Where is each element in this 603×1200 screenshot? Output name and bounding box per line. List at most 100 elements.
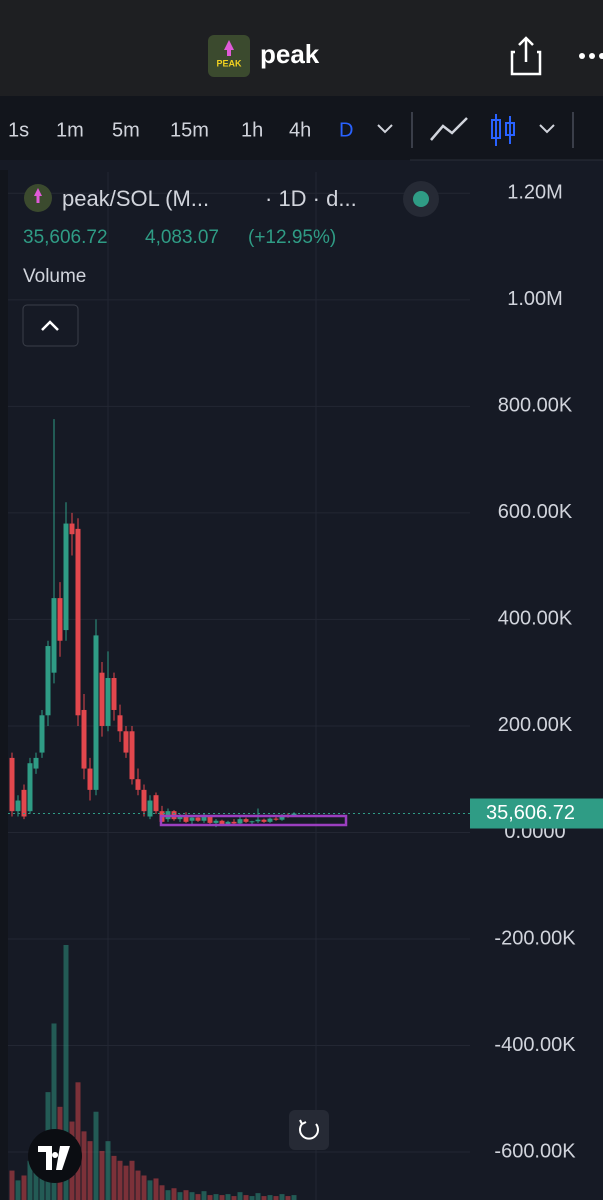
candle-body [147, 800, 153, 817]
candle-body [15, 800, 21, 812]
volume-bar [63, 945, 69, 1200]
volume-bar [231, 1196, 237, 1200]
volume-bar [147, 1180, 153, 1200]
candle-body [219, 820, 225, 826]
y-tick-label: 800.00K [498, 395, 573, 417]
candle-body [63, 523, 69, 631]
last-price-tag [470, 798, 603, 829]
legend-symbol: peak/SOL (M... [62, 186, 209, 211]
candle-body [135, 779, 141, 790]
timeframe[interactable]: D [339, 119, 353, 141]
y-tick-label: -200.00K [494, 927, 576, 949]
volume-bar [195, 1194, 201, 1200]
legend-change-pct: (+12.95%) [248, 227, 336, 248]
volume-bar [237, 1192, 243, 1200]
volume-bar [9, 1170, 15, 1200]
y-tick-label: 1.00M [507, 288, 563, 310]
volume-bar [279, 1194, 285, 1200]
timeframe[interactable]: 5m [112, 119, 140, 141]
volume-bar [201, 1191, 207, 1200]
candle-body [249, 821, 255, 823]
candle-body [69, 523, 75, 535]
y-tick-label: -400.00K [494, 1034, 576, 1056]
candle-body [183, 816, 189, 822]
candle-body [261, 819, 267, 822]
candle-body [189, 817, 195, 821]
volume-bar [27, 1160, 33, 1200]
volume-bar [225, 1194, 231, 1200]
candle-icon[interactable] [491, 114, 515, 146]
candle-body [129, 731, 135, 780]
candle-body [213, 820, 219, 823]
volume-bar [189, 1192, 195, 1200]
timeframe[interactable]: 1s [8, 119, 29, 141]
candle-body [243, 819, 249, 822]
reset-button[interactable] [289, 1110, 329, 1150]
timeframe[interactable]: 1h [241, 119, 263, 141]
more-icon[interactable] [579, 53, 603, 59]
volume-bar [207, 1195, 213, 1200]
line-chart-icon[interactable] [430, 117, 468, 141]
volume-bar [87, 1141, 93, 1200]
symbol-logo-arrow [34, 188, 42, 203]
volume-bar [81, 1131, 87, 1200]
y-tick-label: 600.00K [498, 501, 573, 523]
volume-bar [135, 1170, 141, 1200]
reset-icon [299, 1119, 319, 1140]
candle-body [39, 715, 45, 753]
volume-bar [171, 1188, 177, 1200]
logo-text: PEAK [216, 58, 242, 68]
candle-body [99, 672, 105, 726]
header-bar [0, 0, 603, 96]
last-price-label: 35,606.72 [486, 802, 575, 824]
chevron[interactable] [539, 124, 555, 134]
timeframe[interactable]: 1m [56, 119, 84, 141]
volume-bar [243, 1195, 249, 1200]
volume-bar [129, 1160, 135, 1200]
collapse-button[interactable] [22, 304, 79, 347]
timeframe[interactable]: 15m [170, 119, 209, 141]
volume-bar [153, 1178, 159, 1200]
volume-bar [159, 1185, 165, 1200]
timeframe[interactable]: 4h [289, 119, 311, 141]
volume-bar [33, 1155, 39, 1200]
candle-body [273, 818, 279, 820]
share-icon[interactable] [510, 36, 542, 76]
logo-arrow [224, 40, 234, 56]
volume-bar [21, 1175, 27, 1200]
volume-bar [291, 1195, 297, 1200]
candle-body [9, 757, 15, 812]
candle-body [45, 646, 51, 716]
volume-bar [219, 1195, 225, 1200]
y-tick-label: 200.00K [498, 714, 573, 736]
candle-body [81, 709, 87, 769]
volume-bar [105, 1141, 111, 1200]
volume-bar [183, 1190, 189, 1200]
volume-bar [75, 1082, 81, 1200]
candle-body [231, 821, 237, 824]
volume-bar [267, 1195, 273, 1200]
candle-body [207, 816, 213, 823]
page-title: peak [260, 39, 320, 69]
candle-body [255, 819, 261, 822]
volume-bar [273, 1196, 279, 1200]
chart-edge [0, 170, 8, 1200]
volume-bar [51, 1023, 57, 1200]
candle-body [93, 635, 99, 790]
candle-body [177, 816, 183, 820]
volume-bar [261, 1196, 267, 1200]
volume-bar [117, 1160, 123, 1200]
candle-body [117, 715, 123, 732]
toolbar [0, 96, 603, 160]
volume-bar [111, 1155, 117, 1200]
volume-bar [165, 1190, 171, 1200]
chevron[interactable] [377, 124, 393, 134]
candle-body [153, 795, 159, 812]
candle-body [105, 678, 111, 726]
volume-bar [177, 1192, 183, 1200]
volume-bar [255, 1193, 261, 1200]
chevron-up [41, 320, 59, 331]
volume-bar [15, 1180, 21, 1200]
volume-bar [99, 1150, 105, 1200]
